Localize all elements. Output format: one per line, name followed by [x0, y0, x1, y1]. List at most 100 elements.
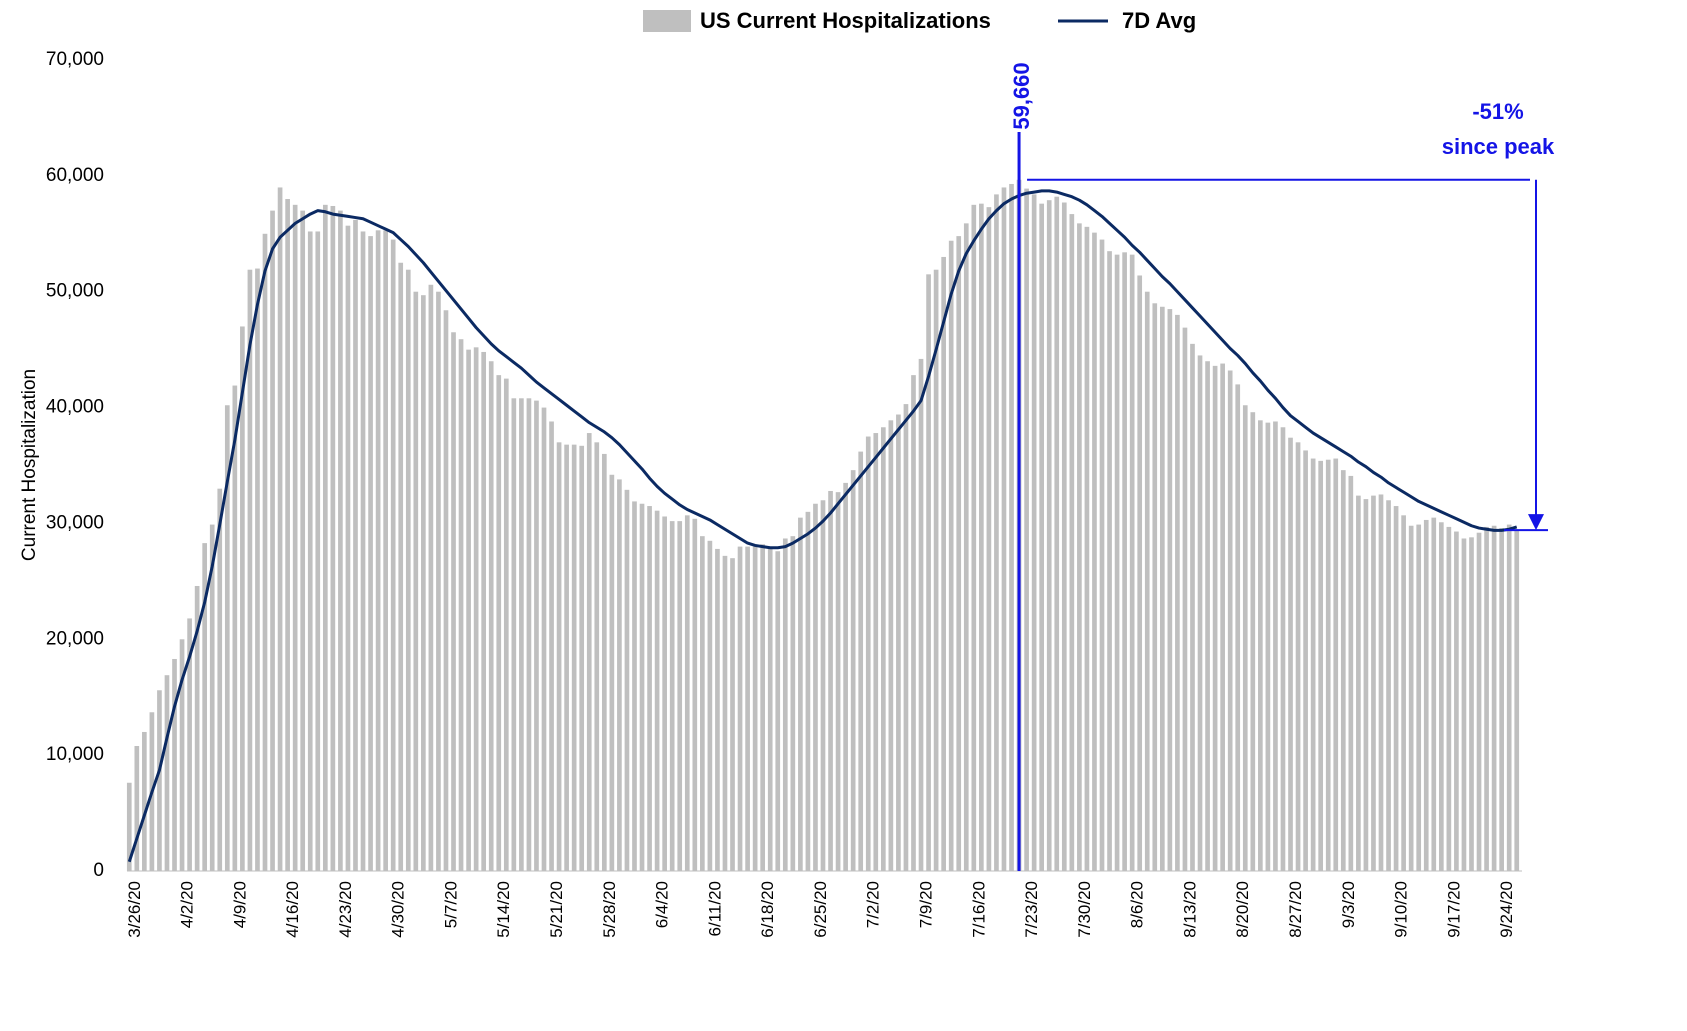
bar: [496, 375, 502, 871]
bar: [1303, 450, 1308, 871]
bar: [232, 385, 238, 871]
bar: [1258, 420, 1263, 871]
x-tick-label: 9/24/20: [1497, 881, 1516, 938]
bar: [292, 204, 298, 872]
bar: [421, 295, 426, 871]
y-tick-label: 70,000: [46, 49, 104, 70]
bar: [1280, 427, 1286, 871]
bar: [511, 398, 517, 871]
bar: [737, 546, 743, 871]
bar: [1039, 203, 1045, 872]
bar: [436, 291, 441, 871]
bar: [1001, 187, 1007, 871]
bar: [1363, 499, 1369, 871]
bar: [820, 500, 826, 871]
bar: [300, 210, 306, 872]
bar: [353, 219, 358, 871]
bar: [775, 551, 781, 871]
bar: [375, 230, 381, 871]
bar: [1129, 254, 1135, 871]
bar: [1235, 384, 1241, 871]
bar: [798, 517, 803, 871]
bar: [481, 351, 487, 872]
bar: [1114, 254, 1120, 871]
bar: [654, 510, 660, 871]
bar: [918, 358, 924, 871]
bar: [1454, 531, 1459, 871]
bar: [1092, 232, 1097, 871]
bar: [1514, 530, 1520, 871]
bar: [240, 326, 245, 871]
bar: [526, 398, 532, 871]
bar: [1197, 355, 1203, 872]
bar: [933, 269, 939, 871]
x-tick-label: 5/14/20: [494, 881, 513, 938]
bar: [1009, 183, 1014, 871]
bar: [549, 421, 554, 871]
bar: [1077, 223, 1082, 871]
x-tick-label: 5/7/20: [441, 881, 460, 928]
bar: [255, 268, 260, 871]
bar: [617, 479, 622, 871]
bar: [662, 516, 667, 871]
bar: [828, 490, 833, 871]
bar: [647, 506, 652, 871]
bar: [986, 207, 992, 872]
legend-swatch: [643, 10, 691, 32]
bar: [1220, 363, 1225, 871]
bar: [1265, 422, 1271, 871]
bar: [1159, 306, 1165, 871]
x-tick-label: 5/28/20: [600, 881, 619, 938]
x-tick-label: 8/13/20: [1180, 881, 1199, 938]
x-tick-label: 6/11/20: [705, 881, 724, 936]
bar: [835, 492, 841, 871]
bar: [1310, 458, 1316, 871]
bar: [466, 349, 471, 872]
x-tick-label: 5/21/20: [547, 881, 566, 938]
legend: US Current Hospitalizations 7D Avg: [643, 8, 1196, 33]
bar: [903, 404, 909, 871]
bar: [601, 453, 607, 871]
bar: [556, 442, 562, 871]
bar: [639, 503, 645, 871]
bar: [1046, 200, 1052, 872]
bar: [1446, 526, 1452, 871]
bar: [1348, 475, 1354, 871]
bar: [1137, 275, 1143, 872]
x-tick-label: 3/26/20: [125, 881, 144, 938]
bar: [850, 470, 856, 871]
bar: [979, 203, 984, 872]
bar: [1205, 361, 1210, 871]
bar: [1242, 405, 1248, 871]
bar: [564, 444, 569, 871]
bar: [247, 269, 253, 871]
bar: [1182, 327, 1188, 871]
x-tick-label: 4/23/20: [336, 881, 355, 938]
y-tick-label: 20,000: [46, 628, 104, 649]
x-tick-label: 4/30/20: [389, 881, 408, 938]
bar: [956, 236, 962, 872]
bar: [594, 442, 600, 871]
bar: [1288, 437, 1293, 871]
bar: [217, 488, 223, 871]
peak-label: 59,660: [1009, 62, 1034, 129]
bar: [767, 548, 773, 871]
bar: [345, 225, 351, 871]
x-tick-label: 8/6/20: [1128, 881, 1147, 928]
x-tick-label: 4/9/20: [230, 881, 249, 928]
bar: [1318, 460, 1324, 871]
bar: [1461, 538, 1467, 871]
bar: [383, 230, 388, 871]
y-axis-title: Current Hospitalization: [19, 369, 40, 561]
bar: [262, 233, 268, 872]
bar: [1431, 517, 1437, 871]
bar: [1250, 412, 1256, 871]
bar: [805, 511, 811, 871]
bar: [941, 256, 946, 871]
bar: [1122, 252, 1127, 871]
y-tick-label: 0: [93, 860, 104, 881]
bar: [579, 445, 585, 871]
bar: [926, 274, 931, 872]
bar: [760, 544, 766, 871]
bar: [224, 405, 230, 871]
